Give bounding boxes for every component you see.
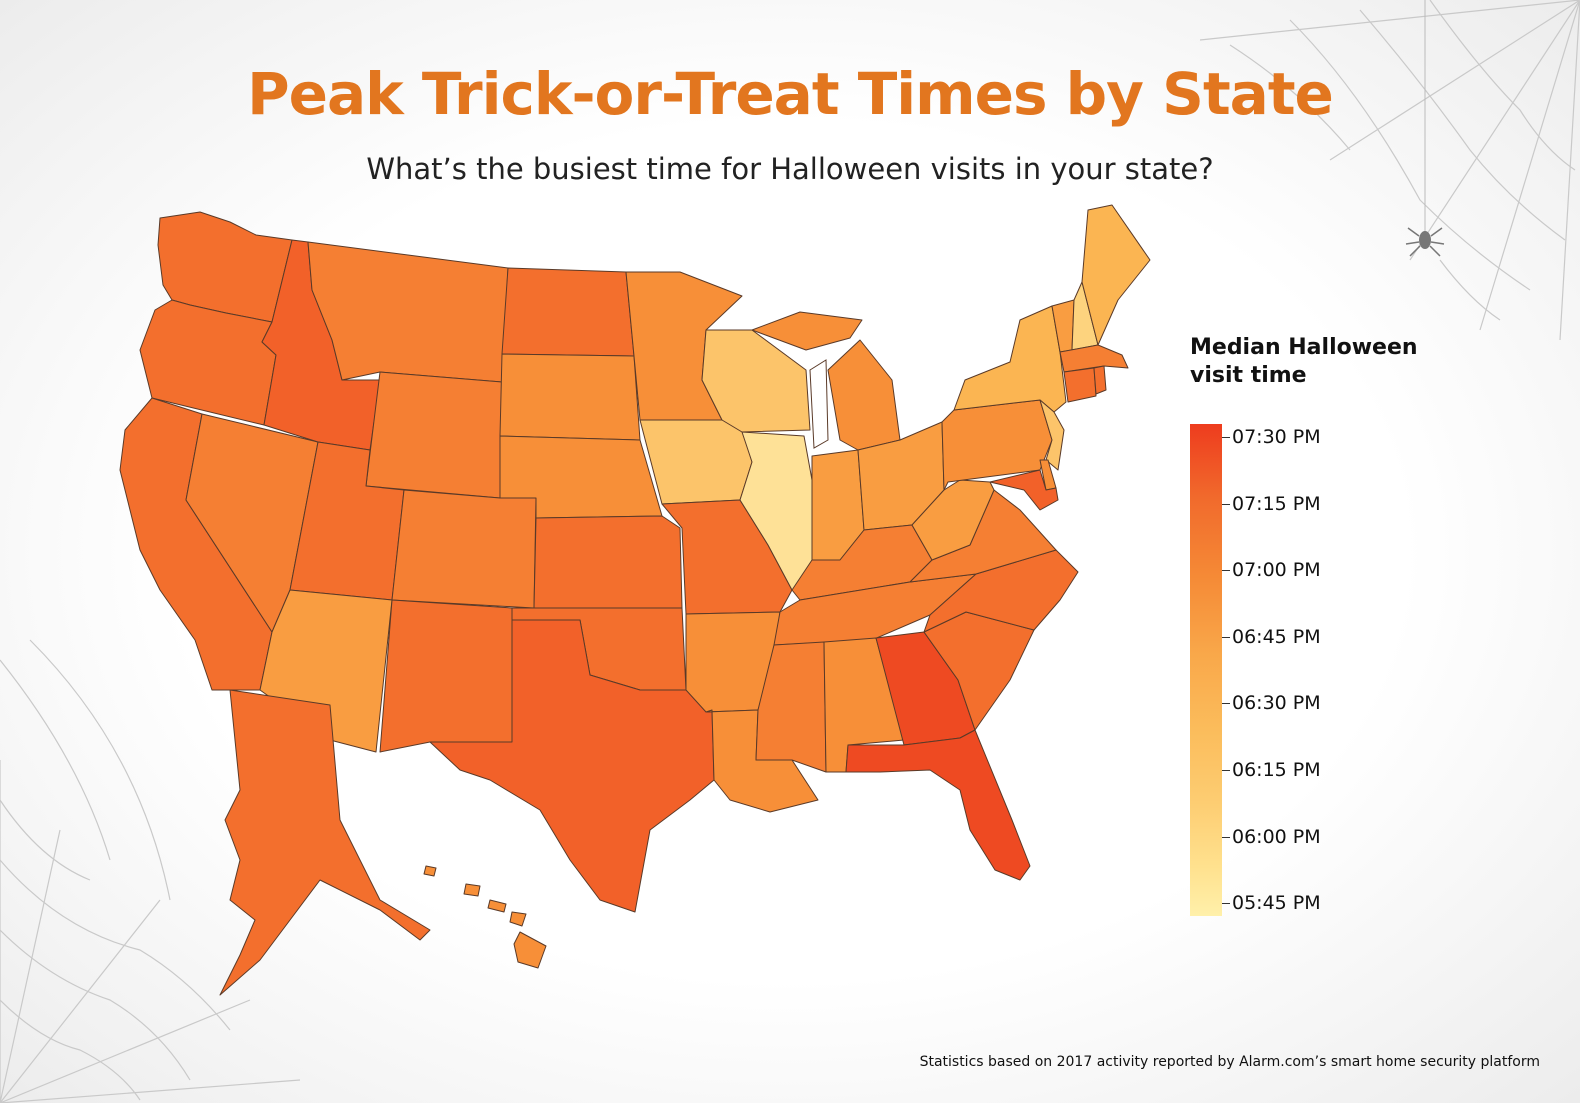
legend-tick-mark: [1222, 903, 1230, 905]
legend-title-line1: Median Halloween: [1190, 335, 1418, 360]
legend-tick-mark: [1222, 503, 1230, 505]
spider-icon: [1405, 0, 1445, 257]
legend-tick-mark: [1222, 836, 1230, 838]
footer-note: Statistics based on 2017 activity report…: [919, 1054, 1540, 1070]
state-north-dakota[interactable]: [501, 267, 635, 357]
great-lakes: [809, 359, 829, 449]
state-new-mexico[interactable]: [379, 599, 513, 753]
page-subtitle: What’s the busiest time for Halloween vi…: [366, 152, 1214, 186]
legend-tick-label: 06:15 PM: [1232, 759, 1321, 781]
state-hawaii[interactable]: [423, 865, 547, 969]
spider-web-bottom-left-icon: [0, 639, 301, 1103]
legend-tick-label: 06:45 PM: [1232, 625, 1321, 648]
state-new-york[interactable]: [953, 305, 1067, 413]
state-alaska[interactable]: [219, 689, 431, 996]
state-rhode-island[interactable]: [1093, 365, 1107, 395]
state-maryland[interactable]: [989, 469, 1059, 511]
legend-tick-label: 07:00 PM: [1232, 559, 1321, 582]
legend-color-scale: [1190, 424, 1222, 916]
legend-tick-mark: [1222, 636, 1230, 638]
legend-tick-label: 05:45 PM: [1232, 892, 1321, 915]
legend-tick-mark: [1222, 437, 1230, 438]
state-south-dakota[interactable]: [499, 353, 641, 441]
legend-tick-mark: [1222, 770, 1230, 771]
state-kansas[interactable]: [533, 515, 683, 609]
page-title: Peak Trick-or-Treat Times by State: [247, 60, 1334, 128]
state-maine[interactable]: [1081, 204, 1151, 346]
legend-tick-label: 07:15 PM: [1232, 492, 1321, 515]
legend-tick-label: 06:30 PM: [1232, 692, 1321, 715]
legend-tick-mark: [1222, 703, 1230, 705]
legend-tick-label: 06:00 PM: [1232, 825, 1321, 848]
legend-title-line2: visit time: [1190, 363, 1307, 388]
state-florida[interactable]: [845, 729, 1031, 881]
state-west-virginia[interactable]: [911, 479, 995, 561]
state-connecticut[interactable]: [1063, 367, 1097, 403]
state-new-jersey[interactable]: [1039, 399, 1065, 471]
state-colorado[interactable]: [391, 489, 537, 609]
legend-title: Median Halloween visit time: [1190, 334, 1470, 390]
legend-tick-label: 07:30 PM: [1232, 426, 1321, 448]
state-iowa[interactable]: [639, 419, 753, 505]
state-texas[interactable]: [429, 619, 715, 913]
legend-tick-mark: [1222, 570, 1230, 572]
state-wyoming[interactable]: [365, 371, 503, 499]
state-wisconsin[interactable]: [701, 329, 811, 433]
state-montana[interactable]: [307, 241, 509, 383]
